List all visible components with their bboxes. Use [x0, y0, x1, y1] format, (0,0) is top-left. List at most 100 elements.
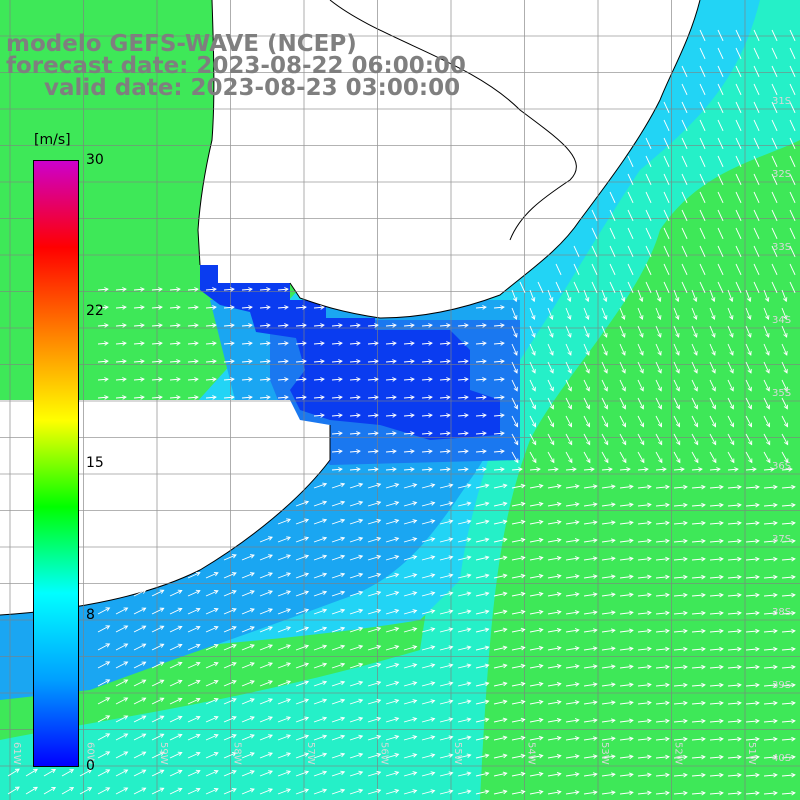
lon-labels: 61W60W59W58W57W56W55W54W53W52W51W50W: [11, 742, 757, 765]
wind-arrow: [547, 736, 562, 741]
wind-arrow: [367, 680, 382, 687]
wind-arrow: [511, 519, 526, 525]
wind-arrow: [529, 467, 541, 472]
wind-arrow: [699, 83, 706, 96]
wind-arrow: [277, 572, 292, 579]
colorbar-tick-0: 0: [86, 758, 95, 774]
wind-arrow: [789, 29, 796, 42]
wind-arrow: [61, 769, 75, 777]
wind-arrow: [547, 646, 562, 651]
wind-arrow: [745, 467, 757, 472]
wind-arrow: [565, 467, 577, 472]
wind-arrow: [583, 610, 598, 615]
wind-arrow: [727, 592, 742, 598]
wind-arrow: [511, 717, 526, 723]
wind-arrow: [169, 769, 183, 777]
wind-arrow: [771, 191, 778, 204]
wind-arrow: [457, 591, 472, 597]
wind-arrow: [403, 771, 418, 777]
wind-arrow: [457, 699, 472, 705]
wind-arrow: [645, 191, 652, 204]
wind-arrow: [547, 361, 554, 374]
wind-arrow: [205, 589, 219, 597]
wind-arrow: [663, 137, 670, 150]
wind-arrow: [349, 770, 364, 777]
wind-arrow: [781, 736, 796, 742]
wind-arrow: [439, 735, 454, 741]
colorbar-tick-15: 15: [86, 455, 104, 471]
wind-arrow: [295, 536, 310, 543]
wind-arrow: [763, 772, 778, 778]
wind-arrow: [349, 482, 364, 489]
wind-arrow: [655, 451, 663, 464]
wind-arrow: [313, 359, 325, 364]
wind-arrow: [403, 555, 418, 561]
wind-arrow: [241, 698, 255, 705]
model-title: modelo GEFS-WAVE (NCEP): [6, 31, 357, 57]
wind-arrow: [511, 361, 518, 374]
wind-arrow: [205, 661, 219, 669]
wind-arrow: [519, 281, 526, 294]
wind-arrow: [169, 395, 181, 400]
wind-arrow: [205, 679, 219, 687]
wind-arrow: [457, 431, 469, 436]
wind-arrow: [493, 663, 508, 669]
wind-arrow: [763, 379, 770, 392]
wind-arrow: [97, 377, 109, 382]
wind-arrow: [475, 555, 490, 561]
wind-arrow: [115, 733, 129, 741]
wind-arrow: [493, 449, 505, 454]
wind-arrow: [115, 287, 127, 292]
wind-arrow: [745, 484, 760, 490]
wind-arrow: [457, 771, 472, 777]
wind-arrow: [673, 397, 680, 410]
wind-arrow: [349, 323, 361, 328]
wind-arrow: [115, 607, 129, 615]
wind-arrow: [97, 787, 111, 795]
wind-arrow: [709, 379, 716, 392]
wind-arrow: [547, 718, 562, 723]
wind-arrow: [673, 790, 688, 796]
wind-arrow: [681, 209, 688, 222]
wind-arrow: [367, 431, 379, 436]
wind-arrow: [133, 377, 145, 382]
wind-arrow: [583, 790, 598, 795]
wind-arrow: [421, 627, 436, 633]
wind-arrow: [475, 717, 490, 723]
lat-label: 36S: [772, 461, 791, 472]
wind-arrow: [655, 718, 670, 724]
wind-arrow: [691, 484, 706, 490]
wind-arrow: [385, 681, 400, 687]
wind-arrow: [709, 628, 724, 634]
wind-arrow: [565, 307, 572, 321]
wind-arrow: [601, 502, 616, 507]
wind-arrow: [637, 754, 652, 760]
wind-arrow: [583, 700, 598, 705]
wind-arrow: [313, 554, 328, 561]
wind-arrow: [645, 263, 652, 276]
wind-arrow: [43, 768, 57, 777]
wind-arrow: [367, 590, 382, 597]
wind-arrow: [709, 556, 724, 562]
wind-arrow: [385, 395, 397, 400]
wind-arrow: [349, 698, 364, 705]
wind-arrow: [295, 305, 307, 310]
wind-arrow: [709, 307, 716, 321]
wind-arrow: [259, 572, 273, 579]
wind-arrow: [763, 718, 778, 724]
wind-arrow: [367, 500, 382, 507]
wind-arrow: [789, 83, 796, 96]
lon-label: 61W: [11, 742, 22, 765]
wind-arrow: [475, 395, 487, 400]
wind-arrow: [681, 227, 688, 240]
wind-arrow: [169, 589, 183, 597]
wind-arrow: [295, 323, 307, 328]
wind-arrow: [205, 359, 217, 364]
wind-arrow: [583, 415, 591, 428]
wind-arrow: [601, 379, 608, 392]
wind-arrow: [205, 625, 219, 633]
wind-arrow: [475, 359, 487, 364]
wind-arrow: [349, 500, 364, 507]
wind-arrow: [619, 433, 627, 446]
wind-arrow: [609, 209, 616, 222]
